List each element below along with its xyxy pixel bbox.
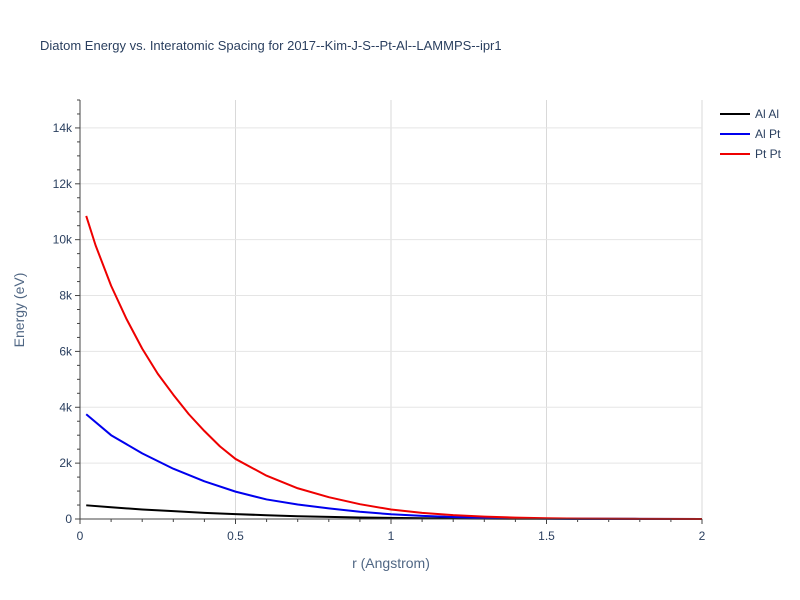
series-lines bbox=[85, 215, 703, 520]
x-tick-label-3: 1.5 bbox=[538, 529, 555, 543]
legend: Al Al Al Pt Pt Pt bbox=[720, 107, 782, 161]
chart-title: Diatom Energy vs. Interatomic Spacing fo… bbox=[40, 38, 502, 53]
x-tick-label-2: 1 bbox=[388, 529, 395, 543]
x-tick-label-1: 0.5 bbox=[227, 529, 244, 543]
y-tick-label-7: 14k bbox=[53, 121, 73, 135]
axes bbox=[75, 99, 703, 524]
y-tick-label-2: 4k bbox=[59, 400, 73, 414]
y-tick-labels: 0 2k 4k 6k 8k 10k 12k 14k bbox=[53, 121, 73, 526]
legend-label-0: Al Al bbox=[755, 107, 779, 121]
x-axis-title: r (Angstrom) bbox=[352, 555, 430, 571]
y-tick-label-1: 2k bbox=[59, 456, 73, 470]
series-line-al-pt bbox=[85, 413, 703, 520]
series-line-al-al bbox=[86, 504, 703, 520]
y-tick-label-5: 10k bbox=[53, 233, 73, 247]
y-tick-label-6: 12k bbox=[53, 177, 73, 191]
x-tick-label-4: 2 bbox=[699, 529, 706, 543]
y-tick-label-3: 6k bbox=[59, 344, 73, 358]
y-tick-label-0: 0 bbox=[65, 512, 72, 526]
legend-label-2: Pt Pt bbox=[755, 147, 782, 161]
x-tick-label-0: 0 bbox=[77, 529, 84, 543]
series-line-pt-pt bbox=[85, 215, 703, 520]
x-tick-labels: 0 0.5 1 1.5 2 bbox=[77, 529, 706, 543]
grid-lines bbox=[80, 100, 703, 519]
legend-label-1: Al Pt bbox=[755, 127, 781, 141]
y-axis-title: Energy (eV) bbox=[11, 273, 27, 348]
y-tick-label-4: 8k bbox=[59, 289, 73, 303]
